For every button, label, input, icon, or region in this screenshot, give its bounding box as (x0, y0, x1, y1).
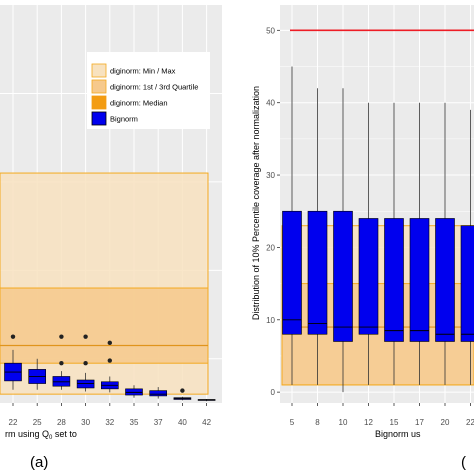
x-tick-label: 25 (33, 418, 42, 427)
outlier-point (59, 334, 64, 339)
bignorm-box (435, 218, 455, 342)
legend-label-minmax: diginorm: Min / Max (110, 67, 176, 76)
bignorm-box (358, 218, 379, 335)
x-axis-title-tail: set to (52, 429, 77, 439)
x-tick-label: 10 (339, 418, 348, 427)
y-tick-label: 0 (271, 388, 276, 397)
bignorm-box (333, 210, 353, 342)
x-tick-label: 12 (364, 418, 373, 427)
outlier-point (59, 361, 64, 366)
x-tick-label: 28 (57, 418, 66, 427)
panel-b-label: ( (461, 454, 466, 471)
x-tick-label: 8 (315, 418, 320, 427)
x-tick-label: 17 (415, 418, 424, 427)
x-axis-title-subscript: 0 (49, 435, 53, 441)
legend-key-bignorm (91, 111, 107, 126)
x-tick-label: 22 (466, 418, 474, 427)
bignorm-box (149, 390, 167, 397)
panel-a-x-axis-title: rm using Q0 set to (5, 429, 77, 441)
panel-b: 0 10 20 30 40 50 5 8 10 12 15 17 20 22 Distribution … (251, 5, 474, 471)
panel-b-x-axis-title: Bignorm us (375, 429, 421, 439)
outlier-point (180, 388, 185, 393)
legend: diginorm: Min / Max diginorm: 1st / 3rd Q… (87, 52, 210, 129)
x-tick-label: 20 (441, 418, 450, 427)
x-tick-label: 30 (81, 418, 90, 427)
bignorm-box (409, 218, 430, 342)
bignorm-box (307, 210, 328, 335)
panel-b-y-ticks: 0 10 20 30 40 50 (266, 26, 280, 397)
panel-a-diginorm-bands (0, 172, 209, 395)
panel-b-bignorm-boxes (282, 66, 474, 393)
x-tick-label: 5 (290, 418, 295, 427)
legend-label-bignorm: Bignorm (110, 115, 138, 124)
panel-a: diginorm: Min / Max diginorm: 1st / 3rd Q… (0, 5, 222, 471)
outlier-point (83, 361, 88, 366)
legend-key-median (91, 95, 107, 110)
bignorm-box (384, 218, 404, 342)
x-tick-label: 42 (202, 418, 211, 427)
bignorm-box (460, 225, 474, 342)
legend-key-minmax (91, 63, 107, 78)
x-tick-label: 35 (130, 418, 139, 427)
x-tick-label: 32 (105, 418, 114, 427)
x-axis-title-text: rm using Q (5, 429, 49, 439)
y-tick-label: 10 (266, 316, 275, 325)
x-tick-label: 40 (178, 418, 187, 427)
legend-background (87, 52, 210, 129)
panel-b-y-axis-title: Distribution of 10% Percentile coverage … (251, 86, 261, 320)
legend-key-quartile (91, 79, 107, 94)
legend-label-median: diginorm: Median (110, 99, 168, 108)
panel-b-x-ticks: 5 8 10 12 15 17 20 22 (290, 403, 474, 427)
panel-a-label: (a) (30, 454, 48, 471)
outlier-point (107, 340, 113, 346)
x-tick-label: 15 (390, 418, 399, 427)
y-tick-label: 20 (266, 243, 275, 252)
panel-a-bignorm-boxes (4, 334, 216, 402)
x-tick-label: 37 (154, 418, 163, 427)
bignorm-box (282, 210, 302, 335)
x-tick-label: 22 (9, 418, 18, 427)
outlier-point (83, 334, 88, 339)
outlier-point (10, 334, 16, 339)
legend-label-quartile: diginorm: 1st / 3rd Quartile (110, 83, 198, 92)
y-tick-label: 40 (266, 99, 275, 108)
diginorm-quartile-band (0, 287, 209, 364)
outlier-point (107, 358, 113, 363)
panel-a-x-ticks: 22 25 28 30 32 35 37 40 42 (9, 403, 212, 427)
y-tick-label: 30 (266, 171, 275, 180)
y-tick-label: 50 (266, 26, 275, 35)
